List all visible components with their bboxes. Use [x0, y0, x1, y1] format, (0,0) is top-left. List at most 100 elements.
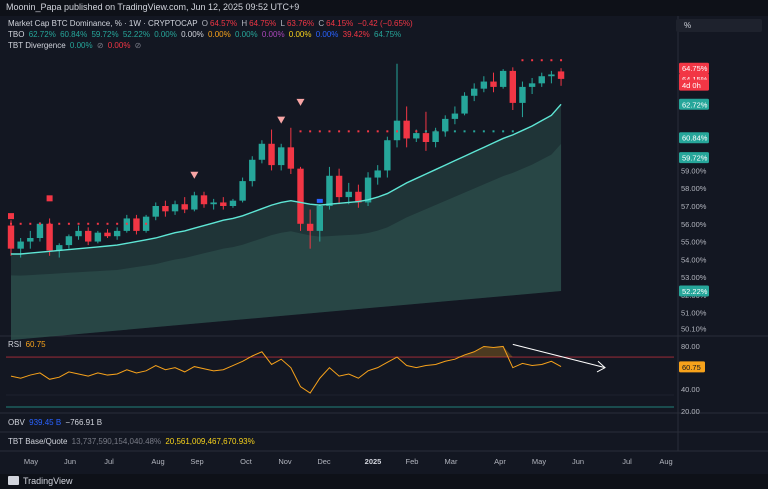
resistance-dot [145, 222, 148, 225]
resistance-dot [87, 222, 90, 225]
price-tag-box [679, 132, 709, 144]
footer-bar: TradingView [0, 474, 768, 489]
support-dot [453, 130, 456, 133]
candle-body [210, 202, 217, 205]
candle-body [7, 225, 15, 249]
tbo-v7: 0.00% [234, 30, 258, 39]
resistance-dot [531, 59, 534, 62]
resistance-dot [77, 222, 80, 225]
candle-body [345, 191, 352, 198]
support-dot [444, 130, 447, 133]
time-axis-label: Feb [406, 457, 419, 466]
tradingview-brand[interactable]: TradingView [8, 476, 73, 486]
price-tag-box [679, 152, 709, 164]
candle-body [306, 223, 314, 231]
sell-signal-marker [277, 116, 286, 124]
candle-body [268, 143, 275, 166]
time-axis-label: Sep [190, 457, 203, 466]
candle-body [471, 88, 478, 96]
candle-body [548, 74, 555, 77]
time-axis-label: Aug [659, 457, 672, 466]
price-tag-box [679, 62, 709, 74]
low-value: 63.76% [286, 19, 315, 28]
time-axis-label: Aug [151, 457, 164, 466]
resistance-dot [540, 59, 543, 62]
tbo-v5: 0.00% [181, 30, 204, 39]
trend-band-inner [11, 143, 562, 340]
support-dot [482, 130, 485, 133]
resistance-dot [29, 222, 32, 225]
rsi-tick-label: 20.00 [681, 407, 700, 416]
resistance-dot [550, 59, 553, 62]
percent-scale-button[interactable]: % [676, 19, 762, 32]
price-tag-label: 64.75% [682, 64, 708, 73]
trend-band-area [11, 104, 562, 340]
divergence-arrow-line [512, 343, 606, 369]
candle-body [113, 230, 121, 237]
price-tag-box [679, 285, 709, 297]
resistance-dot [48, 222, 51, 225]
candlestick-chart-svg[interactable]: 50.10%51.00%52.00%53.00%54.00%55.00%56.0… [0, 16, 768, 474]
candle-body [239, 181, 246, 201]
sell-signal-marker [190, 171, 199, 179]
obv-v1: 939.45 B [29, 418, 62, 427]
candle-body [104, 232, 111, 237]
support-dot [492, 130, 495, 133]
candle-body [557, 71, 565, 79]
candle-body [480, 81, 488, 89]
obv-v2: −766.91 B [65, 418, 103, 427]
price-tick-label: 53.00% [681, 273, 707, 282]
time-axis-label: Jul [622, 457, 632, 466]
tbt-base-v2: 20,561,009,467,670.93% [165, 437, 255, 446]
resistance-dot [19, 222, 22, 225]
tbo-v9: 0.00% [288, 30, 312, 39]
open-value: 64.57% [210, 19, 238, 28]
candle-body [181, 204, 188, 210]
candle-body [461, 95, 468, 114]
time-axis-label: Mar [445, 457, 458, 466]
main-legend: Market Cap BTC Dominance, % · 1W · CRYPT… [8, 19, 413, 28]
candle-body [220, 202, 227, 206]
tbo-v6: 0.00% [208, 30, 231, 39]
tbo-legend: TBO 62.72% 60.84% 59.72% 52.22% 0.00% 0.… [8, 30, 405, 39]
price-tick-label: 51.00% [681, 309, 707, 318]
candle-body [278, 147, 285, 166]
price-tick-label: 56.00% [681, 220, 707, 229]
tradingview-logo-icon [8, 476, 19, 485]
price-tag-label: 4d 0h [682, 81, 701, 90]
rsi-value: 60.75 [25, 340, 46, 349]
support-dot [502, 130, 505, 133]
candle-body [335, 175, 343, 198]
chart-area[interactable]: 50.10%51.00%52.00%53.00%54.00%55.00%56.0… [0, 16, 768, 474]
close-value: 64.15% [326, 19, 354, 28]
resistance-dot [405, 130, 408, 133]
resistance-dot [125, 222, 128, 225]
candle-body [297, 168, 304, 224]
candle-body [413, 133, 420, 139]
candle-body [46, 223, 53, 251]
price-tick-label: 58.00% [681, 184, 707, 193]
tbo-v8: 0.00% [261, 30, 285, 39]
tbt-base-name: TBT Base/Quote [8, 437, 68, 446]
time-axis-label: Oct [240, 457, 253, 466]
resistance-dot [106, 222, 109, 225]
rsi-name: RSI [8, 340, 22, 349]
candle-body [56, 245, 63, 251]
high-value: 64.75% [249, 19, 277, 28]
resistance-dot [396, 130, 398, 133]
candle-body [451, 113, 459, 119]
candle-body [229, 200, 237, 206]
candle-body [316, 206, 323, 231]
time-axis-label: Nov [278, 457, 292, 466]
obv-legend: OBV 939.45 B −766.91 B [8, 418, 104, 427]
eye-icon-2: ⊘ [134, 41, 142, 50]
support-dot [434, 130, 437, 133]
resistance-dot [116, 222, 119, 225]
candle-body [422, 133, 430, 142]
tbo-v2: 59.72% [91, 30, 119, 39]
candle-body [152, 206, 159, 217]
candle-body [249, 159, 256, 182]
change-value: −0.42 (−0.65%) [357, 19, 413, 28]
obv-name: OBV [8, 418, 25, 427]
tbt-v2: 0.00% [107, 41, 131, 50]
